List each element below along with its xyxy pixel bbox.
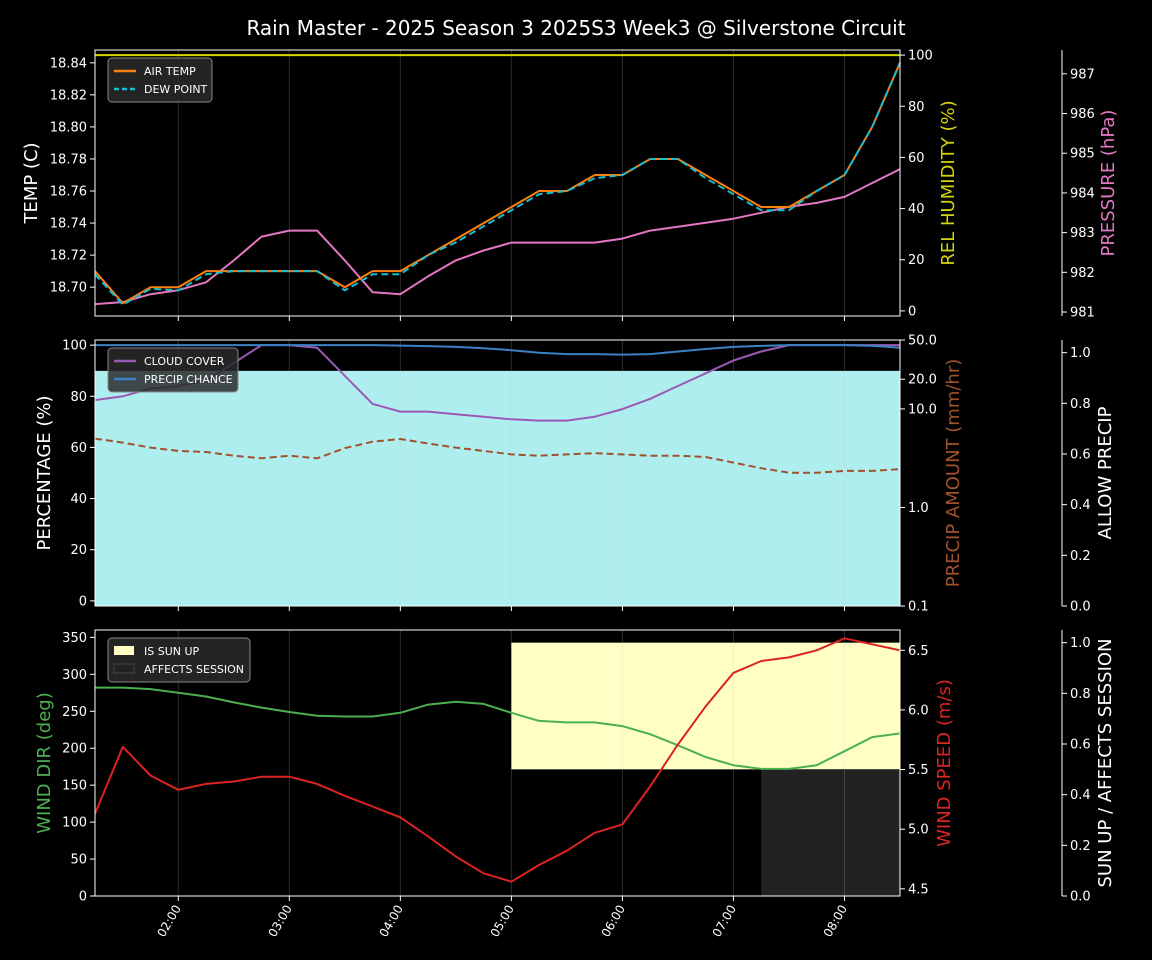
right-tick-label: 5.5 (908, 763, 929, 778)
left-axis-label: PERCENTAGE (%) (34, 395, 55, 550)
left-tick-label: 100 (62, 816, 87, 831)
legend-label: DEW POINT (144, 83, 208, 96)
right2-tick-label: 981 (1070, 306, 1095, 321)
right2-tick-label: 0.6 (1070, 448, 1091, 463)
left-tick-label: 0 (79, 594, 87, 609)
legend-swatch (113, 663, 135, 674)
left-tick-label: 18.70 (50, 281, 87, 296)
left-tick-label: 50 (70, 853, 87, 868)
left-tick-label: 18.72 (50, 249, 87, 264)
right-tick-label: 20 (908, 253, 925, 268)
right2-tick-label: 0.0 (1070, 600, 1091, 615)
dew-point-line (94, 62, 901, 306)
legend-box (107, 57, 213, 103)
wind-dir-line (95, 686, 901, 770)
right2-tick-label: 0.6 (1070, 738, 1091, 753)
right-tick-label: 20.0 (908, 373, 937, 388)
left-tick-label: 40 (70, 492, 87, 507)
right2-tick-label: 0.2 (1070, 549, 1091, 564)
left-tick-label: 18.74 (50, 217, 87, 232)
right2-tick-label: 984 (1070, 186, 1095, 201)
left-tick-label: 18.76 (50, 185, 87, 200)
left-tick-label: 250 (62, 705, 87, 720)
right2-tick-label: 0.4 (1070, 788, 1091, 803)
left-tick-label: 300 (62, 668, 87, 683)
right2-tick-label: 0.0 (1070, 890, 1091, 905)
right2-tick-label: 986 (1070, 107, 1095, 122)
right-tick-label: 4.5 (908, 882, 929, 897)
right-axis-label: REL HUMIDITY (%) (938, 100, 959, 265)
left-tick-label: 18.78 (50, 152, 87, 167)
right2-tick-label: 1.0 (1070, 346, 1091, 361)
left-tick-label: 18.82 (50, 88, 87, 103)
legend-swatch (114, 646, 134, 655)
chart-title: Rain Master - 2025 Season 3 2025S3 Week3… (246, 16, 905, 40)
right2-axis-label: PRESSURE (hPa) (1098, 110, 1119, 257)
right-tick-label: 6.5 (908, 644, 929, 659)
precip-amount-line (94, 437, 901, 474)
legend-label: PRECIP CHANCE (144, 373, 233, 386)
right2-tick-label: 0.2 (1070, 839, 1091, 854)
right2-tick-label: 983 (1070, 226, 1095, 241)
allow-precip-area (95, 370, 900, 606)
right-axis-label: PRECIP AMOUNT (mm/hr) (943, 359, 964, 588)
left-tick-label: 60 (70, 441, 87, 456)
left-tick-label: 0 (79, 890, 87, 905)
right-tick-label: 1.0 (908, 501, 929, 516)
panel-wind: 02:00 03:00 04:00 05:00 06:00 07:00 08:0005010… (34, 629, 1116, 939)
right2-tick-label: 987 (1070, 67, 1095, 82)
legend-label: CLOUD COVER (144, 355, 225, 368)
left-tick-label: 18.84 (50, 56, 87, 71)
left-tick-label: 100 (62, 339, 87, 354)
right-tick-label: 80 (908, 100, 925, 115)
panel-temperature: 18.70 18.72 18.74 18.76 18.78 18.80 18.82 18.84… (21, 49, 1119, 321)
left-tick-label: 200 (62, 742, 87, 757)
right2-tick-label: 0.8 (1070, 687, 1091, 702)
affects-session-span (761, 769, 900, 896)
right-tick-label: 10.0 (908, 402, 937, 417)
right-tick-label: 60 (908, 151, 925, 166)
right-tick-label: 50.0 (908, 334, 937, 349)
right-tick-label: 0.1 (908, 600, 929, 615)
right2-tick-label: 0.4 (1070, 498, 1091, 513)
legend-label: AIR TEMP (144, 65, 196, 78)
left-axis-label: TEMP (C) (21, 142, 42, 224)
right2-axis-label: SUN UP / AFFECTS SESSION (1095, 638, 1116, 887)
legend-label: AFFECTS SESSION (144, 663, 244, 676)
pressure-line (94, 168, 901, 306)
right-tick-label: 40 (908, 202, 925, 217)
panel-precipitation: 0 20 40 60 80 100 PERCENTAGE (%) 0.1 1.0 10.0 20.0… (34, 334, 1116, 615)
left-tick-label: 80 (70, 390, 87, 405)
legend-box (107, 347, 239, 393)
right2-tick-label: 0.8 (1070, 397, 1091, 412)
right2-tick-label: 982 (1070, 266, 1095, 281)
right-tick-label: 100 (908, 49, 933, 64)
right-axis-label: WIND SPEED (m/s) (934, 679, 955, 847)
right-tick-label: 5.0 (908, 823, 929, 838)
left-tick-label: 150 (62, 779, 87, 794)
legend-label: IS SUN UP (144, 645, 200, 658)
right2-tick-label: 1.0 (1070, 636, 1091, 651)
left-tick-label: 350 (62, 631, 87, 646)
right2-tick-label: 985 (1070, 147, 1095, 162)
left-tick-label: 18.80 (50, 120, 87, 135)
left-axis-label: WIND DIR (deg) (34, 692, 55, 834)
wind-speed-line (94, 637, 901, 883)
legend-box (107, 637, 251, 683)
right-tick-label: 0 (908, 304, 916, 319)
precip-chance-line (95, 344, 901, 356)
left-tick-label: 20 (70, 543, 87, 558)
right2-axis-label: ALLOW PRECIP (1095, 406, 1116, 539)
right-tick-label: 6.0 (908, 703, 929, 718)
